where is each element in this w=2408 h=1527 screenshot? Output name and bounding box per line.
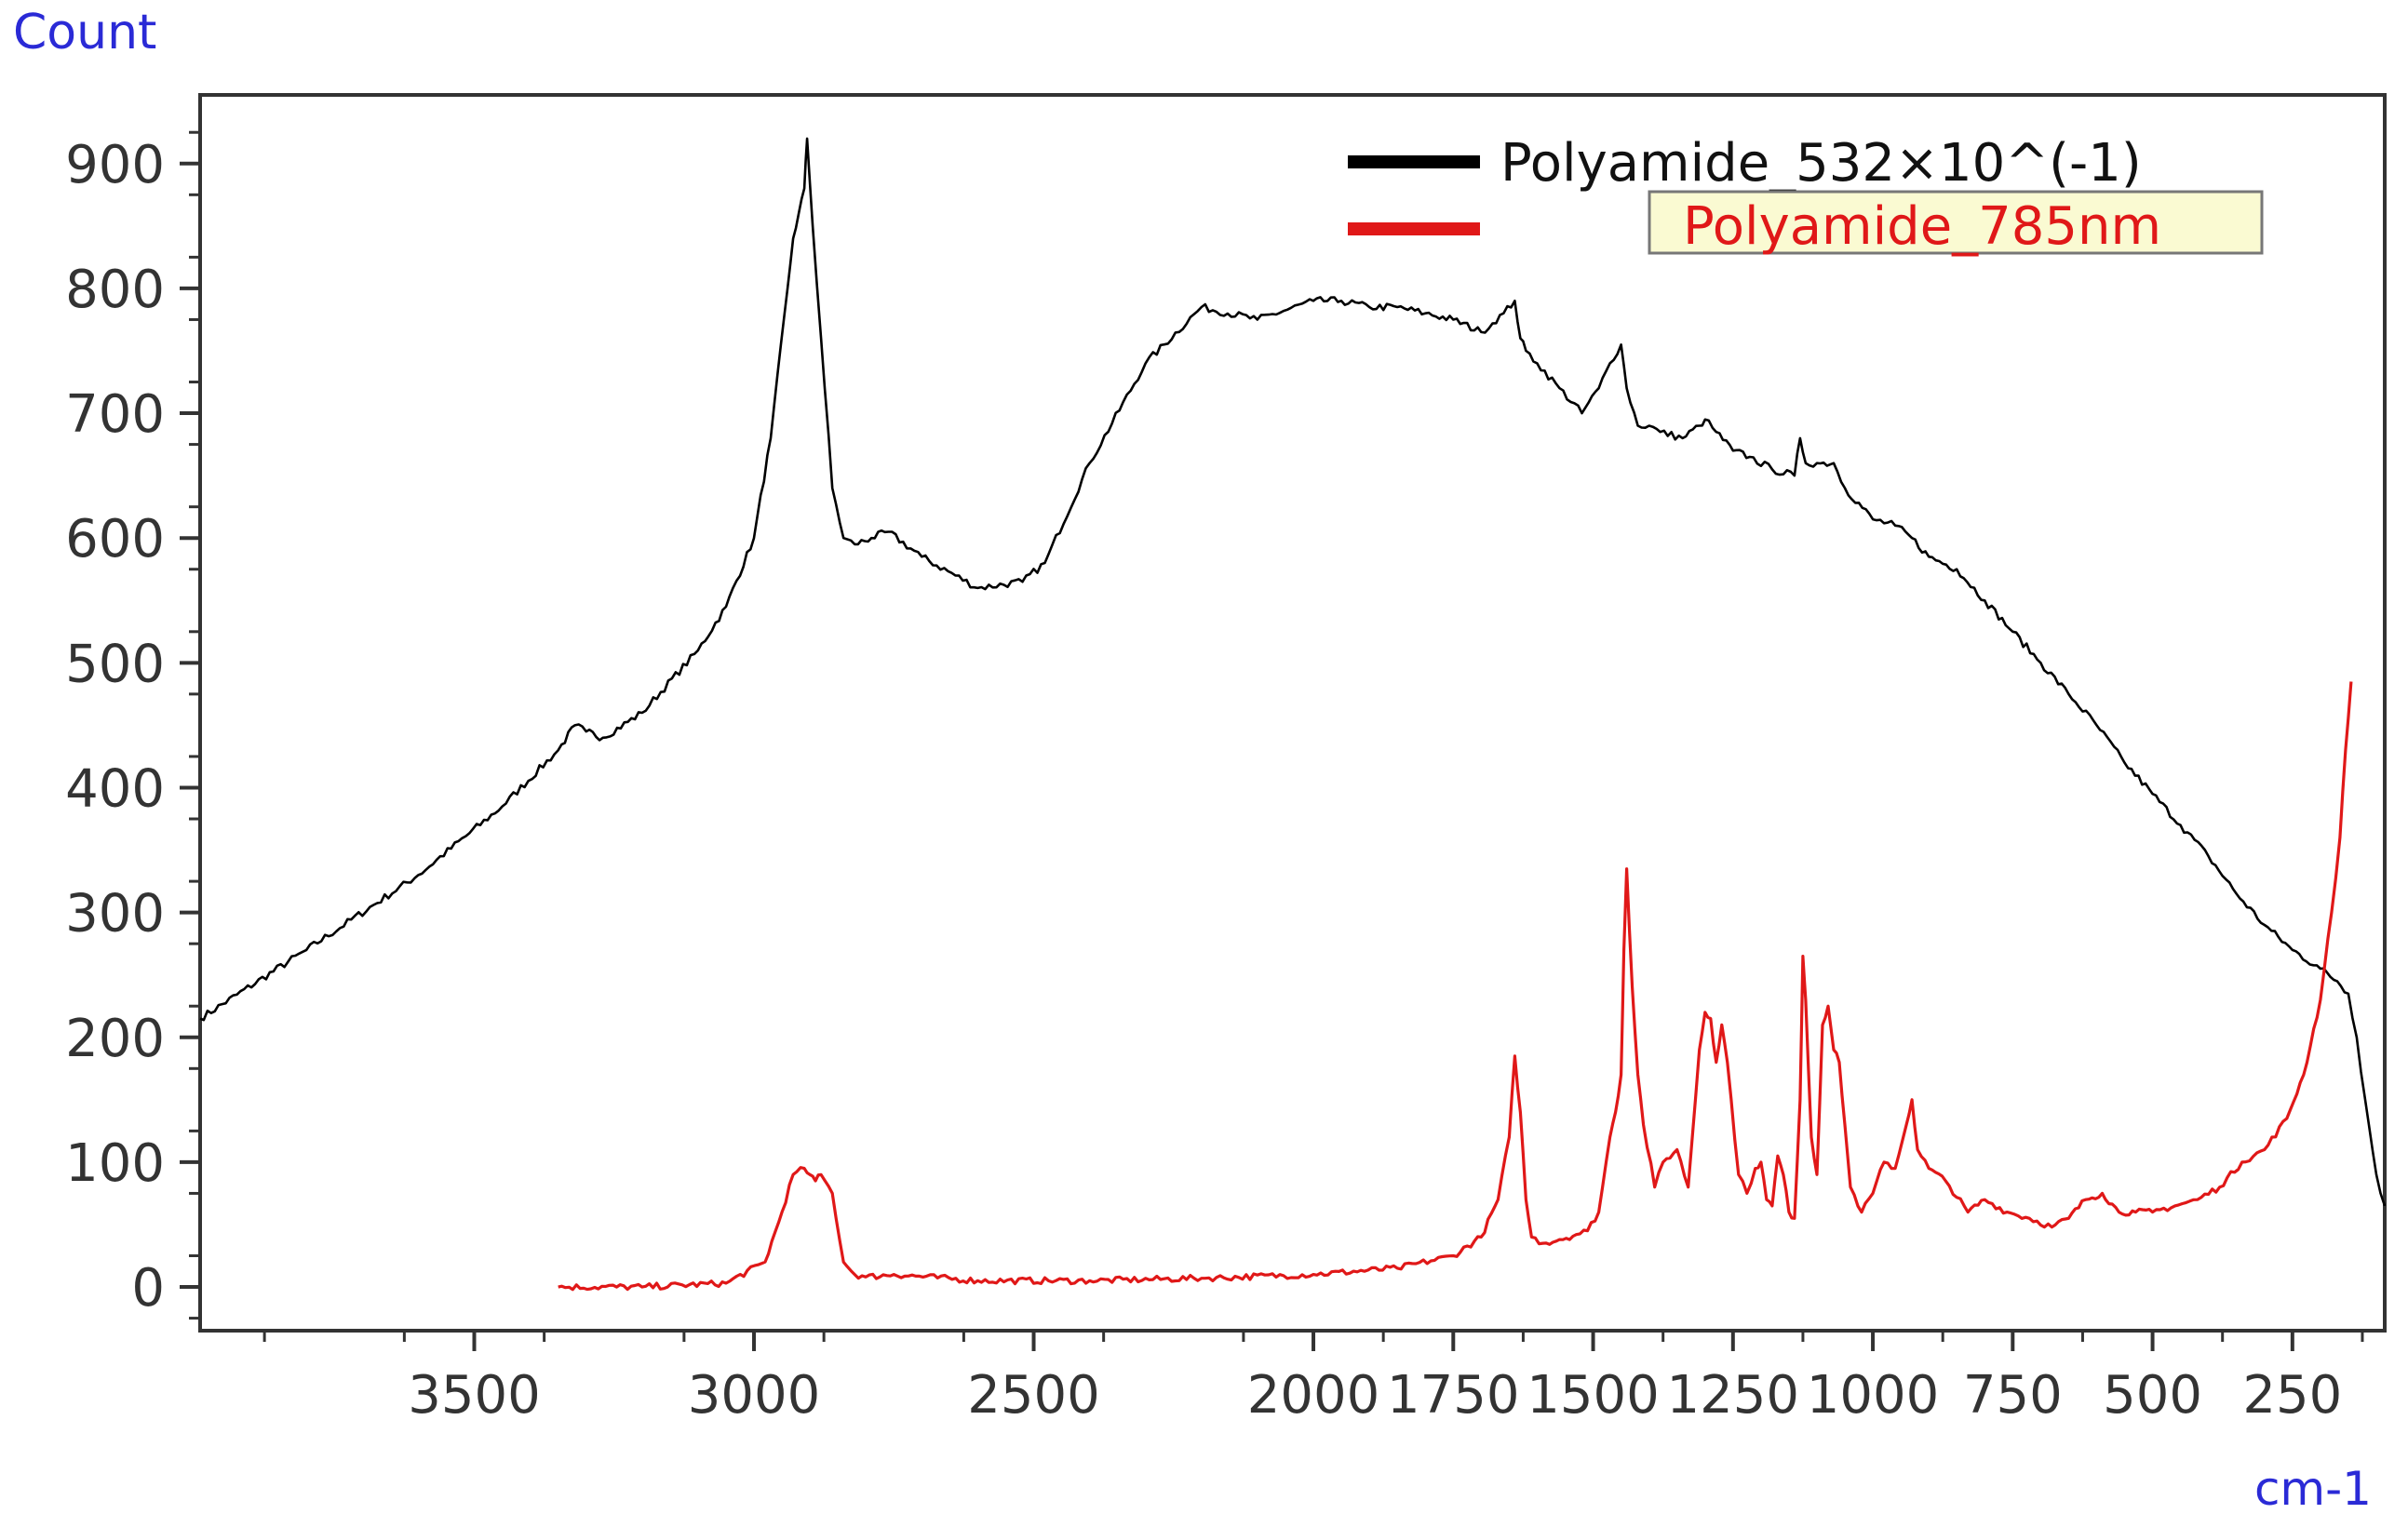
legend: Polyamide_532×10^(-1) Polyamide_785nm (1348, 133, 2264, 257)
y-tick-label: 100 (65, 1133, 165, 1194)
x-tick-label: 3500 (408, 1365, 541, 1426)
y-tick-label: 500 (65, 634, 165, 694)
legend-highlight-box (1648, 190, 2264, 255)
y-tick-label: 0 (131, 1258, 165, 1319)
x-tick-label: 250 (2242, 1365, 2342, 1426)
series-layer (199, 137, 2387, 1292)
plot-area-frame (198, 93, 2387, 1333)
x-tick-label: 2500 (967, 1365, 1100, 1426)
y-tick-label: 900 (65, 135, 165, 195)
y-tick-label: 800 (65, 260, 165, 320)
y-tick-label: 400 (65, 758, 165, 819)
y-axis-label: Count (13, 5, 156, 60)
x-tick-label: 750 (1963, 1365, 2063, 1426)
x-tick-label: 3000 (688, 1365, 821, 1426)
y-tick-label: 600 (65, 509, 165, 569)
x-tick-label: 1250 (1667, 1365, 1800, 1426)
x-tick-label: 1750 (1387, 1365, 1520, 1426)
series-line-785 (558, 681, 2353, 1292)
x-tick-label: 1000 (1807, 1365, 1940, 1426)
x-tick-label: 1500 (1527, 1365, 1660, 1426)
legend-label-785: Polyamide_785nm (1683, 196, 2161, 257)
y-tick-label: 200 (65, 1009, 165, 1069)
series-line-532 (199, 137, 2387, 1207)
legend-label-532: Polyamide_532×10^(-1) (1500, 133, 2142, 194)
x-axis-label: cm-1 (2254, 1462, 2372, 1516)
y-axis-ticks: 900 800 700 600 500 400 300 200 100 0 (65, 130, 200, 1320)
y-tick-label: 300 (65, 884, 165, 944)
x-tick-label: 2000 (1247, 1365, 1380, 1426)
y-tick-label: 700 (65, 384, 165, 445)
x-tick-label: 500 (2103, 1365, 2202, 1426)
x-axis-ticks: 3500 3000 2500 2000 1750 1500 1250 1000 750 500 25… (262, 1331, 2364, 1426)
